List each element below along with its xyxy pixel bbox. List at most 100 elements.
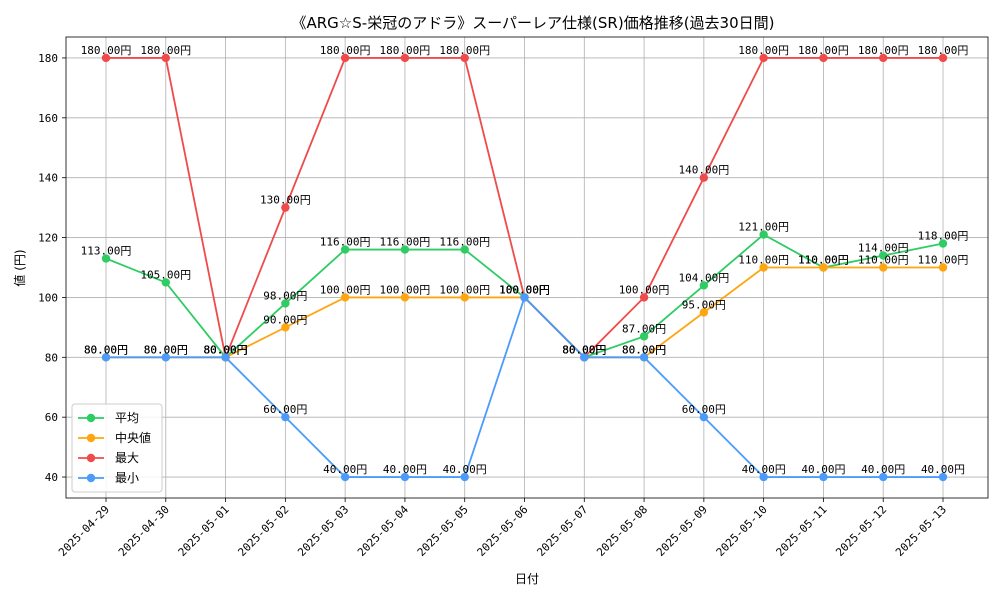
data-label: 105.00円 (140, 268, 191, 281)
data-label: 110.00円 (738, 254, 789, 267)
data-label: 100.00円 (499, 283, 550, 296)
data-label: 40.00円 (742, 463, 786, 476)
data-label: 180.00円 (439, 44, 490, 57)
data-label: 110.00円 (798, 254, 849, 267)
data-point (639, 332, 649, 341)
x-tick-label: 2025-05-06 (475, 503, 531, 559)
x-tick-label: 2025-05-04 (355, 503, 411, 559)
data-point (520, 293, 529, 302)
data-label: 100.00円 (320, 283, 371, 296)
data-label: 100.00円 (619, 283, 670, 296)
data-point (819, 472, 828, 482)
data-label: 180.00円 (320, 44, 371, 57)
data-label: 80.00円 (622, 343, 666, 356)
data-label: 110.00円 (798, 254, 849, 267)
data-point (699, 173, 709, 182)
data-label: 180.00円 (738, 44, 789, 57)
data-label: 80.00円 (562, 343, 606, 356)
data-point (759, 472, 768, 482)
data-label: 110.00円 (858, 254, 909, 267)
data-point (938, 263, 948, 272)
x-tick-label: 2025-05-10 (714, 503, 770, 559)
x-tick-label: 2025-05-12 (833, 503, 889, 559)
data-point (699, 281, 709, 290)
data-point (759, 263, 768, 272)
data-label: 113.00円 (81, 245, 132, 258)
data-label: 100.00円 (499, 283, 550, 296)
data-label: 180.00円 (140, 44, 191, 57)
data-label: 40.00円 (383, 463, 427, 476)
data-point (460, 245, 469, 254)
data-label: 87.00円 (622, 322, 666, 335)
data-point (161, 278, 170, 287)
x-tick-label: 2025-05-08 (594, 503, 650, 559)
data-label: 40.00円 (921, 463, 965, 476)
data-label: 116.00円 (380, 236, 431, 249)
legend-label: 中央値 (115, 430, 151, 445)
data-label: 95.00円 (682, 298, 726, 311)
data-point (879, 53, 888, 63)
data-point (639, 353, 649, 362)
data-label: 40.00円 (801, 463, 845, 476)
axis-ticks: 40 60 80 100 120 140 160 180 2025-04-29 2025-04-3… (38, 52, 949, 559)
data-point (460, 53, 469, 63)
data-label: 114.00円 (858, 242, 909, 255)
y-tick-label: 60 (45, 411, 58, 424)
data-label: 116.00円 (439, 236, 490, 249)
data-point (460, 472, 469, 482)
data-point (101, 53, 111, 63)
data-point (400, 472, 410, 482)
data-point (340, 53, 350, 63)
data-labels: 113.00円 105.00円 80.00円 98.00円 116.00円 116.00円… (81, 44, 969, 476)
data-label: 80.00円 (204, 343, 248, 356)
x-axis-label: 日付 (515, 572, 539, 586)
legend-marker (86, 473, 96, 483)
data-point (938, 239, 948, 248)
data-point (699, 308, 709, 317)
legend-label: 平均 (115, 411, 139, 425)
x-tick-label: 2025-04-29 (56, 503, 112, 559)
data-label: 80.00円 (144, 343, 188, 356)
data-label: 80.00円 (562, 343, 606, 356)
data-label: 60.00円 (682, 403, 726, 416)
data-point (400, 245, 410, 254)
data-point (879, 472, 888, 482)
data-label: 116.00円 (320, 236, 371, 249)
data-label: 104.00円 (678, 271, 729, 284)
y-tick-label: 40 (45, 471, 58, 484)
x-tick-label: 2025-05-07 (534, 503, 590, 559)
data-label: 80.00円 (204, 343, 248, 356)
series-lines (101, 53, 948, 482)
data-label: 180.00円 (380, 44, 431, 57)
y-tick-label: 140 (38, 172, 58, 185)
plot-frame (65, 36, 989, 499)
legend-label: 最小 (115, 471, 139, 485)
data-label: 40.00円 (323, 463, 367, 476)
data-point (759, 53, 768, 63)
data-point (340, 472, 350, 482)
legend-marker (86, 413, 96, 423)
data-label: 180.00円 (798, 44, 849, 57)
data-label: 80.00円 (84, 343, 128, 356)
data-point (101, 353, 111, 362)
data-label: 118.00円 (918, 230, 969, 243)
data-label: 60.00円 (263, 403, 307, 416)
data-label: 98.00円 (263, 289, 307, 302)
data-point (819, 263, 828, 272)
data-label: 80.00円 (562, 343, 606, 356)
data-label: 80.00円 (144, 343, 188, 356)
data-point (340, 245, 350, 254)
data-point (400, 293, 410, 302)
data-label: 100.00円 (499, 283, 550, 296)
data-point (938, 53, 948, 63)
data-label: 100.00円 (380, 283, 431, 296)
data-point (460, 293, 469, 302)
data-label: 90.00円 (263, 313, 307, 326)
data-point (819, 53, 828, 63)
data-point (161, 353, 170, 362)
data-point (161, 53, 170, 63)
data-label: 140.00円 (678, 164, 729, 177)
data-point (639, 293, 649, 302)
